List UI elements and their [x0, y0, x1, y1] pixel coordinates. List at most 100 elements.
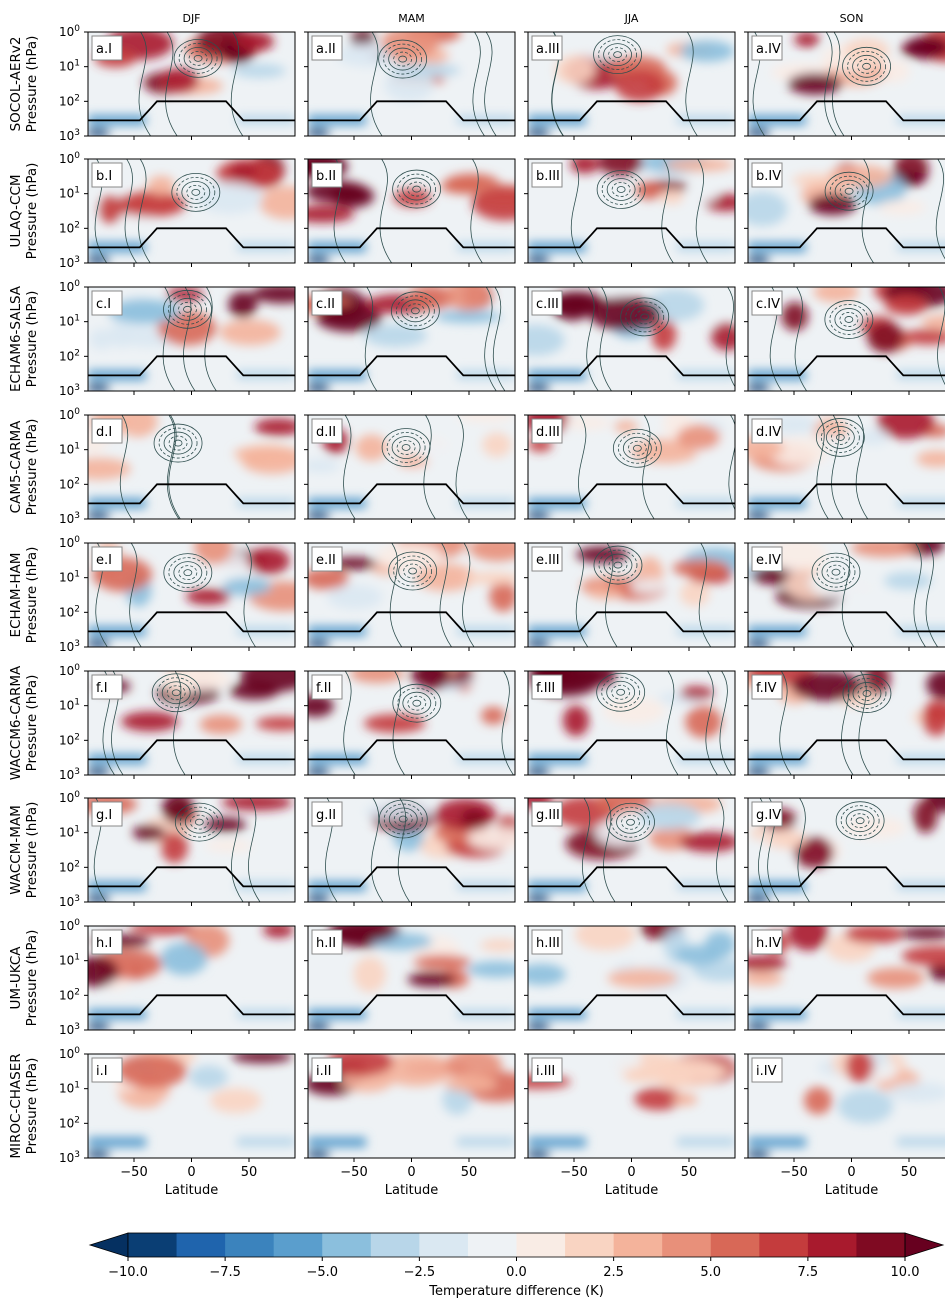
ytick-label: 103	[59, 128, 80, 143]
ytick-label: 100	[59, 24, 80, 39]
panel-b-ii: b.II	[304, 158, 516, 267]
panel-label: e.III	[531, 546, 563, 572]
panel-label: h.IV	[751, 929, 783, 955]
xtick-label: 0	[847, 1165, 855, 1180]
svg-text:c.I: c.I	[96, 297, 111, 312]
ytick-label: 102	[59, 987, 80, 1002]
panel-label: d.III	[531, 418, 563, 444]
contours	[388, 543, 475, 647]
ytick-label: 103	[59, 1150, 80, 1165]
svg-text:f.III: f.III	[536, 681, 555, 696]
panel-b-iii: b.III	[524, 158, 736, 267]
panel-label: g.III	[531, 801, 563, 827]
season-header-djf: DJF	[182, 12, 200, 25]
panel-e-iv: e.IV	[744, 542, 945, 651]
ytick-label: 101	[59, 59, 80, 74]
panel-label: f.I	[91, 674, 123, 700]
panel-f-ii: f.II	[304, 670, 516, 779]
colorbar-tick-label: −10.0	[108, 1265, 148, 1280]
ytick-label: 102	[59, 476, 80, 491]
contours	[93, 798, 261, 902]
panel-g-iv: g.IV	[744, 797, 945, 906]
panel-g-ii: g.II	[304, 797, 516, 906]
ylabel-c: ECHAM6-SALSAPressure (hPa)	[8, 285, 40, 392]
ytick-label: 100	[59, 790, 80, 805]
contours	[575, 543, 712, 647]
xtick-label: −50	[780, 1165, 807, 1180]
panel-d-i: d.I 100 101 102 103	[59, 407, 296, 526]
svg-text:c.II: c.II	[316, 297, 335, 312]
svg-text:a.II: a.II	[316, 42, 336, 57]
panel-i-ii: i.II −50 0 50 Latitude	[304, 1053, 516, 1198]
ytick-label: 101	[59, 825, 80, 840]
svg-text:c.IV: c.IV	[756, 297, 780, 312]
panel-grid: SOCOL-AERv2Pressure (hPa) a.I 100 101 102 103…	[8, 24, 945, 1198]
panel-label: h.I	[91, 929, 123, 955]
colorbar-level	[759, 1233, 809, 1257]
ytick-label: 100	[59, 1046, 80, 1061]
svg-text:f.II: f.II	[316, 681, 331, 696]
season-header-jja: JJA	[624, 12, 639, 25]
svg-text:g.IV: g.IV	[756, 808, 781, 823]
panel-label: a.IV	[751, 35, 783, 61]
ytick-label: 100	[59, 918, 80, 933]
svg-text:d.IV: d.IV	[756, 425, 781, 440]
svg-text:i.II: i.II	[316, 1064, 331, 1079]
panel-c-i: c.I 100 101 102 103	[59, 279, 296, 398]
panel-d-iii: d.III	[524, 414, 736, 523]
season-header-son: SON	[840, 12, 864, 25]
contours	[811, 543, 938, 647]
panel-label: b.III	[531, 162, 563, 188]
colorbar-tick-label: 0.0	[506, 1265, 527, 1280]
panel-label: b.I	[91, 162, 123, 188]
svg-text:g.III: g.III	[536, 808, 560, 823]
panel-label: d.IV	[751, 418, 783, 444]
svg-text:a.I: a.I	[96, 42, 112, 57]
panel-d-ii: d.II	[304, 414, 516, 523]
ytick-label: 102	[59, 732, 80, 747]
contours	[578, 415, 735, 519]
colorbar-tick-label: 2.5	[603, 1265, 624, 1280]
svg-text:e.II: e.II	[316, 553, 336, 568]
contours	[570, 159, 709, 263]
contours	[343, 671, 514, 775]
svg-text:b.III: b.III	[536, 169, 560, 184]
svg-text:a.IV: a.IV	[756, 42, 781, 57]
ytick-label: 100	[59, 151, 80, 166]
colorbar-level	[710, 1233, 760, 1257]
svg-text:a.III: a.III	[536, 42, 560, 57]
xtick-label: 50	[681, 1165, 698, 1180]
panel-label: d.II	[311, 418, 343, 444]
colorbar-extend-max	[904, 1232, 945, 1258]
panel-g-iii: g.III	[524, 797, 736, 906]
ytick-label: 103	[59, 1022, 80, 1037]
contours	[119, 415, 203, 519]
colorbar-level	[516, 1233, 566, 1257]
contours	[758, 798, 885, 902]
panel-h-ii: h.II	[304, 925, 516, 1034]
colorbar-level	[225, 1233, 275, 1257]
ytick-label: 101	[59, 442, 80, 457]
ytick-label: 101	[59, 186, 80, 201]
ytick-label: 103	[59, 383, 80, 398]
panel-label: b.IV	[751, 162, 783, 188]
svg-text:i.I: i.I	[96, 1064, 108, 1079]
panel-b-i: b.I 100 101 102 103	[59, 151, 296, 270]
season-headers: DJF MAM JJA SON	[182, 12, 863, 25]
panel-c-ii: c.II	[304, 286, 516, 395]
panel-label: g.II	[311, 801, 343, 827]
panel-label: i.I	[91, 1057, 123, 1083]
colorbar-tick-label: −2.5	[404, 1265, 436, 1280]
colorbar-level	[856, 1233, 906, 1257]
svg-text:h.III: h.III	[536, 936, 560, 951]
ytick-label: 101	[59, 1081, 80, 1096]
contours	[95, 543, 256, 647]
contours	[582, 798, 729, 902]
svg-text:e.IV: e.IV	[756, 553, 781, 568]
colorbar-tick-label: −7.5	[209, 1265, 241, 1280]
contours	[586, 287, 735, 391]
contours	[364, 287, 506, 391]
panel-label: e.IV	[751, 546, 783, 572]
ytick-label: 101	[59, 953, 80, 968]
xtick-label: −50	[560, 1165, 587, 1180]
